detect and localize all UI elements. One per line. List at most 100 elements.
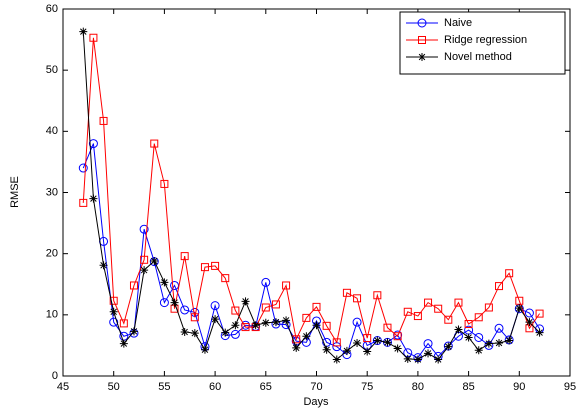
y-tick-label: 60 xyxy=(46,3,58,15)
y-tick-label: 10 xyxy=(46,309,58,321)
marker xyxy=(363,347,372,356)
marker xyxy=(140,266,149,275)
marker xyxy=(515,304,524,313)
marker xyxy=(140,255,149,264)
marker xyxy=(119,319,128,328)
marker xyxy=(332,338,341,347)
marker xyxy=(221,274,230,283)
marker xyxy=(261,277,271,287)
marker xyxy=(241,297,250,306)
y-tick-label: 50 xyxy=(46,64,58,76)
marker xyxy=(373,336,382,345)
marker xyxy=(312,302,321,311)
y-tick-label: 30 xyxy=(46,186,58,198)
x-tick-label: 60 xyxy=(209,381,221,393)
marker xyxy=(180,252,189,261)
x-tick-label: 95 xyxy=(564,381,576,393)
marker xyxy=(352,317,362,327)
y-axis-label: RMSE xyxy=(9,176,21,208)
marker xyxy=(109,307,118,316)
x-tick-label: 80 xyxy=(412,381,424,393)
marker xyxy=(464,320,473,329)
marker xyxy=(129,281,138,290)
marker xyxy=(292,343,301,352)
marker xyxy=(413,312,422,321)
marker xyxy=(78,163,88,173)
marker xyxy=(211,261,220,270)
marker xyxy=(524,308,534,318)
marker xyxy=(89,194,98,203)
marker xyxy=(444,342,453,351)
marker xyxy=(418,53,426,61)
marker xyxy=(413,355,422,364)
marker xyxy=(464,333,473,342)
marker xyxy=(119,339,128,348)
marker xyxy=(484,339,493,348)
marker xyxy=(150,139,159,148)
legend-label: Novel method xyxy=(444,51,512,63)
marker xyxy=(302,313,311,322)
marker xyxy=(79,198,88,207)
marker xyxy=(474,332,484,342)
marker xyxy=(180,305,190,315)
marker xyxy=(271,318,280,327)
marker xyxy=(230,329,240,339)
series-line xyxy=(82,31,540,361)
marker xyxy=(403,354,412,363)
series-line xyxy=(82,37,540,344)
x-tick-label: 85 xyxy=(462,381,474,393)
marker xyxy=(231,306,240,315)
y-tick-label: 40 xyxy=(46,125,58,137)
marker xyxy=(495,338,504,347)
marker xyxy=(282,316,291,325)
marker xyxy=(302,332,311,341)
marker xyxy=(535,309,544,318)
marker xyxy=(150,257,159,266)
marker xyxy=(383,338,392,347)
marker xyxy=(454,298,463,307)
marker xyxy=(353,294,362,303)
legend-box xyxy=(399,11,566,75)
marker xyxy=(505,336,514,345)
marker xyxy=(129,327,138,336)
marker xyxy=(190,313,199,322)
x-tick-label: 45 xyxy=(57,381,69,393)
marker xyxy=(363,334,372,343)
marker xyxy=(109,317,119,327)
x-tick-label: 65 xyxy=(260,381,272,393)
marker xyxy=(282,281,291,290)
marker xyxy=(525,318,534,327)
marker xyxy=(251,321,260,330)
marker xyxy=(261,318,270,327)
marker xyxy=(474,346,483,355)
marker xyxy=(200,263,209,272)
marker xyxy=(271,300,280,309)
marker xyxy=(170,298,179,307)
x-tick-label: 90 xyxy=(513,381,525,393)
marker xyxy=(494,323,504,333)
marker xyxy=(423,339,433,349)
marker xyxy=(231,321,240,330)
marker xyxy=(424,349,433,358)
x-tick-label: 70 xyxy=(310,381,322,393)
marker xyxy=(89,33,98,42)
marker xyxy=(444,315,453,324)
marker xyxy=(312,321,321,330)
legend-label: Ridge regression xyxy=(444,34,527,46)
marker xyxy=(160,278,169,287)
marker xyxy=(393,344,402,353)
marker xyxy=(342,346,351,355)
y-tick-label: 0 xyxy=(52,370,58,382)
x-tick-label: 50 xyxy=(108,381,120,393)
marker xyxy=(424,298,433,307)
marker xyxy=(221,328,230,337)
marker xyxy=(322,321,331,330)
marker xyxy=(403,307,412,316)
marker xyxy=(434,304,443,313)
x-axis-label: Days xyxy=(303,396,329,408)
marker xyxy=(474,313,483,322)
marker xyxy=(241,323,250,332)
marker xyxy=(417,18,427,28)
marker xyxy=(99,261,108,270)
